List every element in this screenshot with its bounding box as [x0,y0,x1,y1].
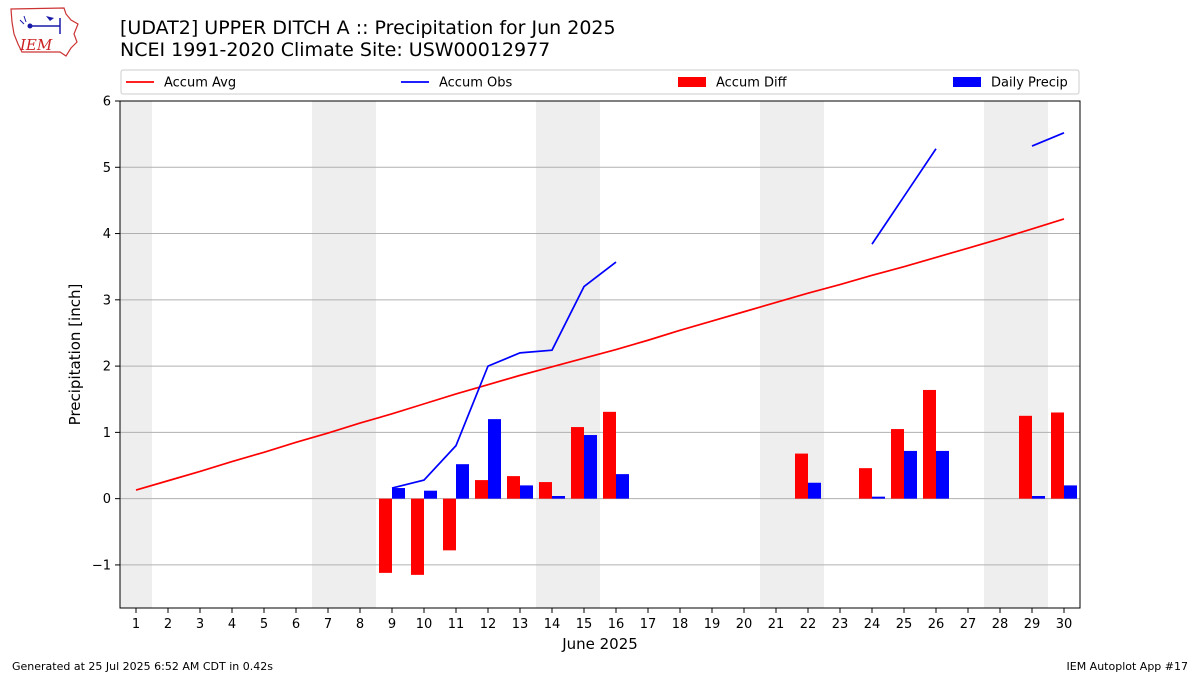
diff-bar-day-24 [859,468,872,499]
legend-label-accum-diff: Accum Diff [716,76,788,91]
daily-bar-day-9 [392,488,405,499]
x-tick-label-12: 12 [480,617,497,632]
x-tick-label-17: 17 [640,617,657,632]
x-tick-label-10: 10 [416,617,433,632]
diff-bar-day-25 [891,429,904,499]
weekend-shade-4 [984,101,1048,608]
diff-bar-day-16 [603,411,616,499]
diff-bar-day-22 [795,453,808,499]
accum-obs-line-segment-0 [391,261,617,489]
footer-app: IEM Autoplot App #17 [1066,660,1189,673]
y-axis: −1 0 1 2 3 4 5 6 [92,95,120,573]
legend-swatch-accum-diff [678,77,706,87]
daily-bar-day-15 [584,435,597,499]
iem-logo: IEM [10,7,79,57]
x-tick-label-6: 6 [292,617,300,632]
diff-bar-day-14 [539,482,552,499]
x-tick-label-2: 2 [164,617,172,632]
x-tick-label-25: 25 [896,617,913,632]
x-tick-label-3: 3 [196,617,204,632]
diff-bar-day-26 [923,389,936,499]
daily-bar-day-16 [616,474,629,499]
x-tick-label-15: 15 [576,617,593,632]
diff-bar-day-12 [475,480,488,499]
x-tick-label-13: 13 [512,617,529,632]
footer-generated: Generated at 25 Jul 2025 6:52 AM CDT in … [12,660,273,673]
x-tick-label-23: 23 [832,617,849,632]
precip-chart: 1 2 3 4 5 6 7 8 9 10 11 12 13 14 15 16 17 18 19 20 21 22 23 24 2… [66,69,1081,653]
accum-obs-line-segment-2 [1031,132,1065,147]
legend-label-daily-precip: Daily Precip [991,76,1068,91]
diff-bar-day-11 [443,498,456,551]
daily-bar-day-30 [1064,485,1077,499]
x-tick-label-8: 8 [356,617,364,632]
y-tick-label-5: 4 [103,227,111,242]
legend-label-accum-avg: Accum Avg [164,76,236,91]
x-tick-label-22: 22 [800,617,817,632]
x-tick-label-26: 26 [928,617,945,632]
x-tick-label-4: 4 [228,617,236,632]
daily-bar-day-22 [808,482,821,499]
x-tick-label-1: 1 [132,617,140,632]
diff-bar-day-15 [571,427,584,499]
y-tick-label-0: −1 [92,558,111,573]
y-tick-label-1: 0 [103,492,111,507]
x-tick-label-24: 24 [864,617,881,632]
x-tick-label-20: 20 [736,617,753,632]
diff-bar-day-10 [411,498,424,575]
legend: Accum Avg Accum Obs Accum Diff Daily Precip [120,69,1080,95]
weekend-shading [120,101,1048,608]
lines-layer [135,132,1065,491]
daily-bar-day-12 [488,419,501,499]
y-tick-label-6: 5 [103,161,111,176]
x-tick-label-21: 21 [768,617,785,632]
weekend-shade-2 [536,101,600,608]
x-tick-label-7: 7 [324,617,332,632]
daily-bar-day-25 [904,450,917,499]
x-tick-label-14: 14 [544,617,561,632]
daily-bar-day-29 [1032,495,1045,499]
daily-bar-day-26 [936,450,949,499]
y-tick-label-4: 3 [103,293,111,308]
diff-bar-day-9 [379,498,392,573]
x-tick-label-30: 30 [1056,617,1073,632]
chart-title: [UDAT2] UPPER DITCH A :: Precipitation f… [120,17,616,39]
diff-bar-day-30 [1051,412,1064,499]
legend-box [120,69,1080,95]
daily-bar-day-13 [520,485,533,499]
chart-subtitle: NCEI 1991-2020 Climate Site: USW00012977 [120,39,551,61]
x-tick-label-18: 18 [672,617,689,632]
weekend-shade-1 [312,101,376,608]
y-tick-label-2: 1 [103,426,111,441]
x-tick-label-5: 5 [260,617,268,632]
x-axis: 1 2 3 4 5 6 7 8 9 10 11 12 13 14 15 16 17 18 19 20 21 22 23 24 2… [132,608,1072,632]
x-tick-label-28: 28 [992,617,1009,632]
accum-avg-line-segment-0 [135,218,1065,491]
legend-swatch-daily-precip [953,77,981,87]
legend-label-accum-obs: Accum Obs [439,76,512,91]
x-tick-label-11: 11 [448,617,465,632]
weekend-shade-0 [120,101,152,608]
plot-frame [119,100,1081,609]
x-tick-label-27: 27 [960,617,977,632]
logo-text: IEM [19,36,53,54]
bars-layer [379,389,1077,575]
y-tick-label-3: 2 [103,360,111,375]
accum-obs-line-segment-1 [871,148,937,245]
diff-bar-day-13 [507,476,520,499]
y-tick-label-7: 6 [103,95,111,110]
diff-bar-day-29 [1019,415,1032,499]
x-tick-label-19: 19 [704,617,721,632]
x-tick-label-16: 16 [608,617,625,632]
weekend-shade-3 [760,101,824,608]
daily-bar-day-11 [456,464,469,499]
x-tick-label-29: 29 [1024,617,1041,632]
y-axis-label: Precipitation [inch] [66,284,84,426]
daily-bar-day-24 [872,496,885,499]
x-tick-label-9: 9 [388,617,396,632]
x-axis-label: June 2025 [561,635,638,653]
daily-bar-day-14 [552,495,565,499]
daily-bar-day-10 [424,490,437,499]
